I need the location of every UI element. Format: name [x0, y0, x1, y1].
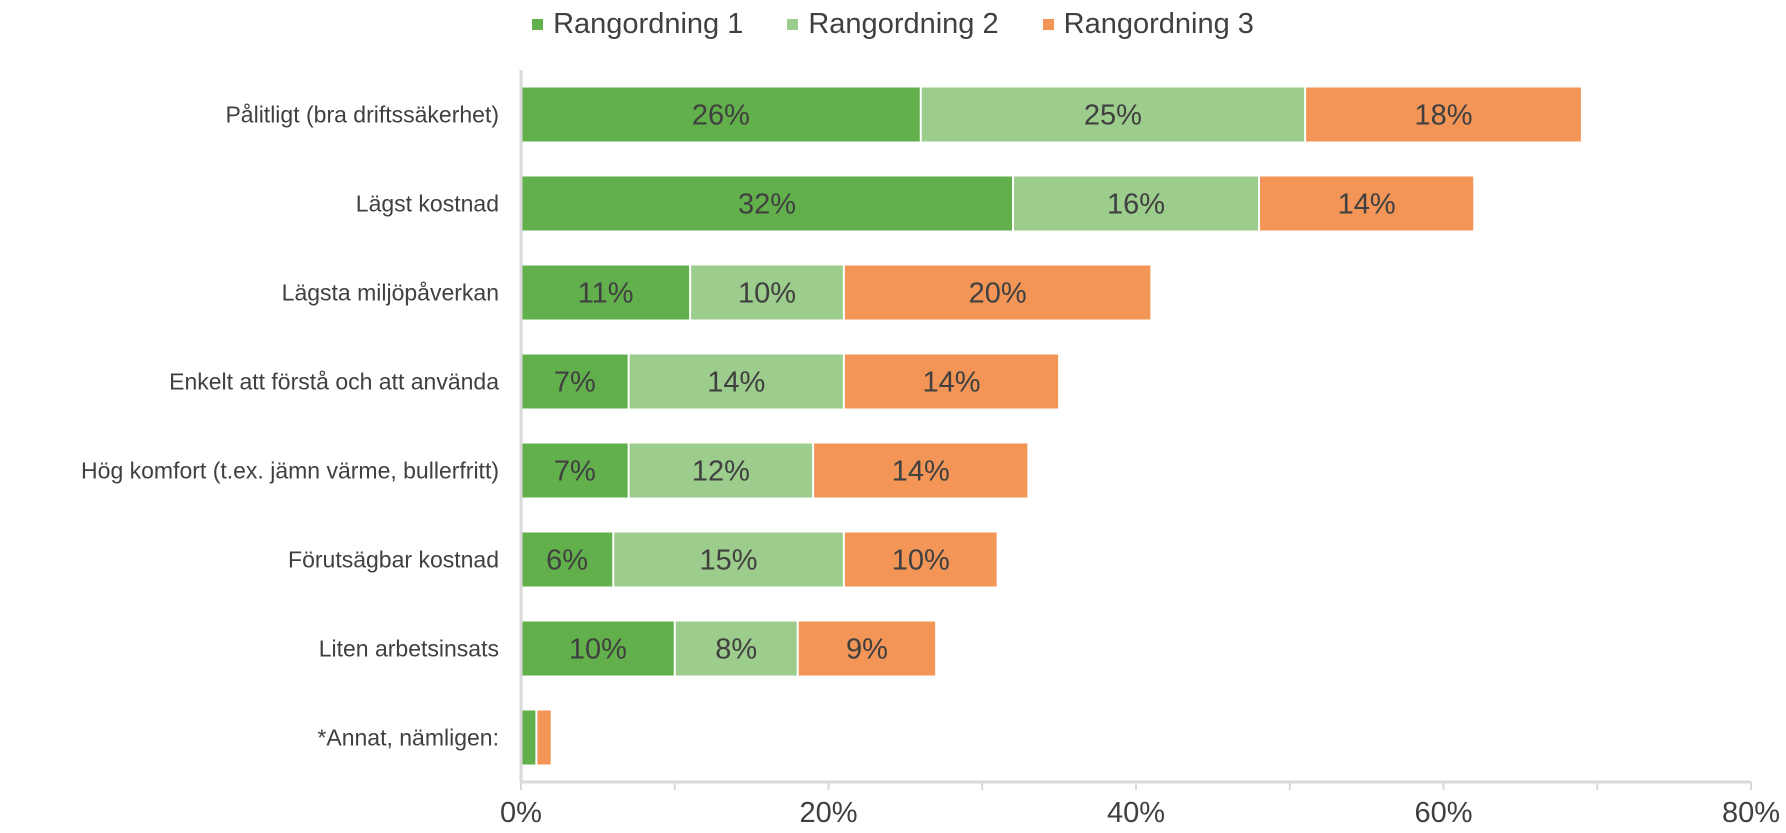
bar-segment	[675, 621, 797, 676]
category-label: Lägsta miljöpåverkan	[282, 280, 499, 306]
data-label: 10%	[738, 278, 796, 310]
data-label: 26%	[692, 100, 750, 132]
bar-segment	[521, 354, 628, 409]
x-tick-label: 20%	[799, 797, 857, 829]
category-label: Pålitligt (bra driftssäkerhet)	[225, 102, 499, 128]
x-tick-label: 40%	[1107, 797, 1165, 829]
data-label: 16%	[1107, 189, 1165, 221]
bar-segment	[844, 532, 997, 587]
bar-segment	[629, 354, 843, 409]
data-label: 25%	[1084, 100, 1142, 132]
legend: Rangordning 1 Rangordning 2 Rangordning …	[0, 8, 1786, 41]
data-label: 10%	[569, 634, 627, 666]
data-label: 10%	[892, 545, 950, 577]
bar-segment	[521, 443, 628, 498]
data-label: 6%	[546, 545, 588, 577]
category-label: Hög komfort (t.ex. jämn värme, bullerfri…	[81, 458, 499, 484]
category-label: Lägst kostnad	[356, 191, 499, 217]
data-label: 14%	[707, 367, 765, 399]
data-label: 14%	[892, 456, 950, 488]
legend-label: Rangordning 3	[1063, 8, 1254, 40]
data-label: 14%	[922, 367, 980, 399]
legend-swatch-rangordning-2	[787, 19, 799, 30]
data-label: 8%	[715, 634, 757, 666]
x-tick-label: 0%	[500, 797, 542, 829]
bar-segment	[521, 87, 920, 142]
data-label: 7%	[554, 367, 596, 399]
legend-label: Rangordning 1	[553, 8, 744, 40]
bar-segment	[537, 710, 551, 765]
data-label: 9%	[846, 634, 888, 666]
data-label: 12%	[692, 456, 750, 488]
category-label: *Annat, nämligen:	[317, 725, 499, 751]
legend-item-rangordning-2: Rangordning 2	[787, 8, 999, 41]
bar-segment	[521, 621, 674, 676]
bar-segment	[1260, 176, 1474, 231]
bar-segment	[521, 265, 690, 320]
bar-segment	[921, 87, 1305, 142]
x-tick-label: 80%	[1722, 797, 1780, 829]
bar-segment	[1014, 176, 1258, 231]
legend-item-rangordning-3: Rangordning 3	[1042, 8, 1254, 41]
x-tick-label: 60%	[1414, 797, 1472, 829]
legend-item-rangordning-1: Rangordning 1	[532, 8, 743, 41]
bar-segment	[1306, 87, 1581, 142]
bar-segment	[844, 354, 1059, 409]
data-label: 32%	[738, 189, 796, 221]
data-label: 11%	[578, 278, 634, 310]
data-label: 20%	[969, 278, 1027, 310]
data-label: 7%	[554, 456, 596, 488]
category-label: Förutsägbar kostnad	[288, 547, 499, 573]
data-label: 14%	[1338, 189, 1396, 221]
data-label: 18%	[1414, 100, 1472, 132]
category-label: Liten arbetsinsats	[319, 636, 499, 662]
bar-segment	[691, 265, 843, 320]
legend-swatch-rangordning-3	[1042, 19, 1054, 30]
bar-segment	[614, 532, 843, 587]
bar-segment	[844, 265, 1151, 320]
bar-segment	[521, 176, 1012, 231]
bar-segment	[521, 532, 613, 587]
bar-segment	[814, 443, 1028, 498]
data-label: 15%	[700, 545, 758, 577]
category-label: Enkelt att förstå och att använda	[169, 369, 499, 395]
legend-swatch-rangordning-1	[532, 19, 544, 30]
bar-segment	[521, 710, 536, 765]
bar-segment	[629, 443, 813, 498]
legend-label: Rangordning 2	[808, 8, 999, 40]
bar-segment	[798, 621, 936, 676]
